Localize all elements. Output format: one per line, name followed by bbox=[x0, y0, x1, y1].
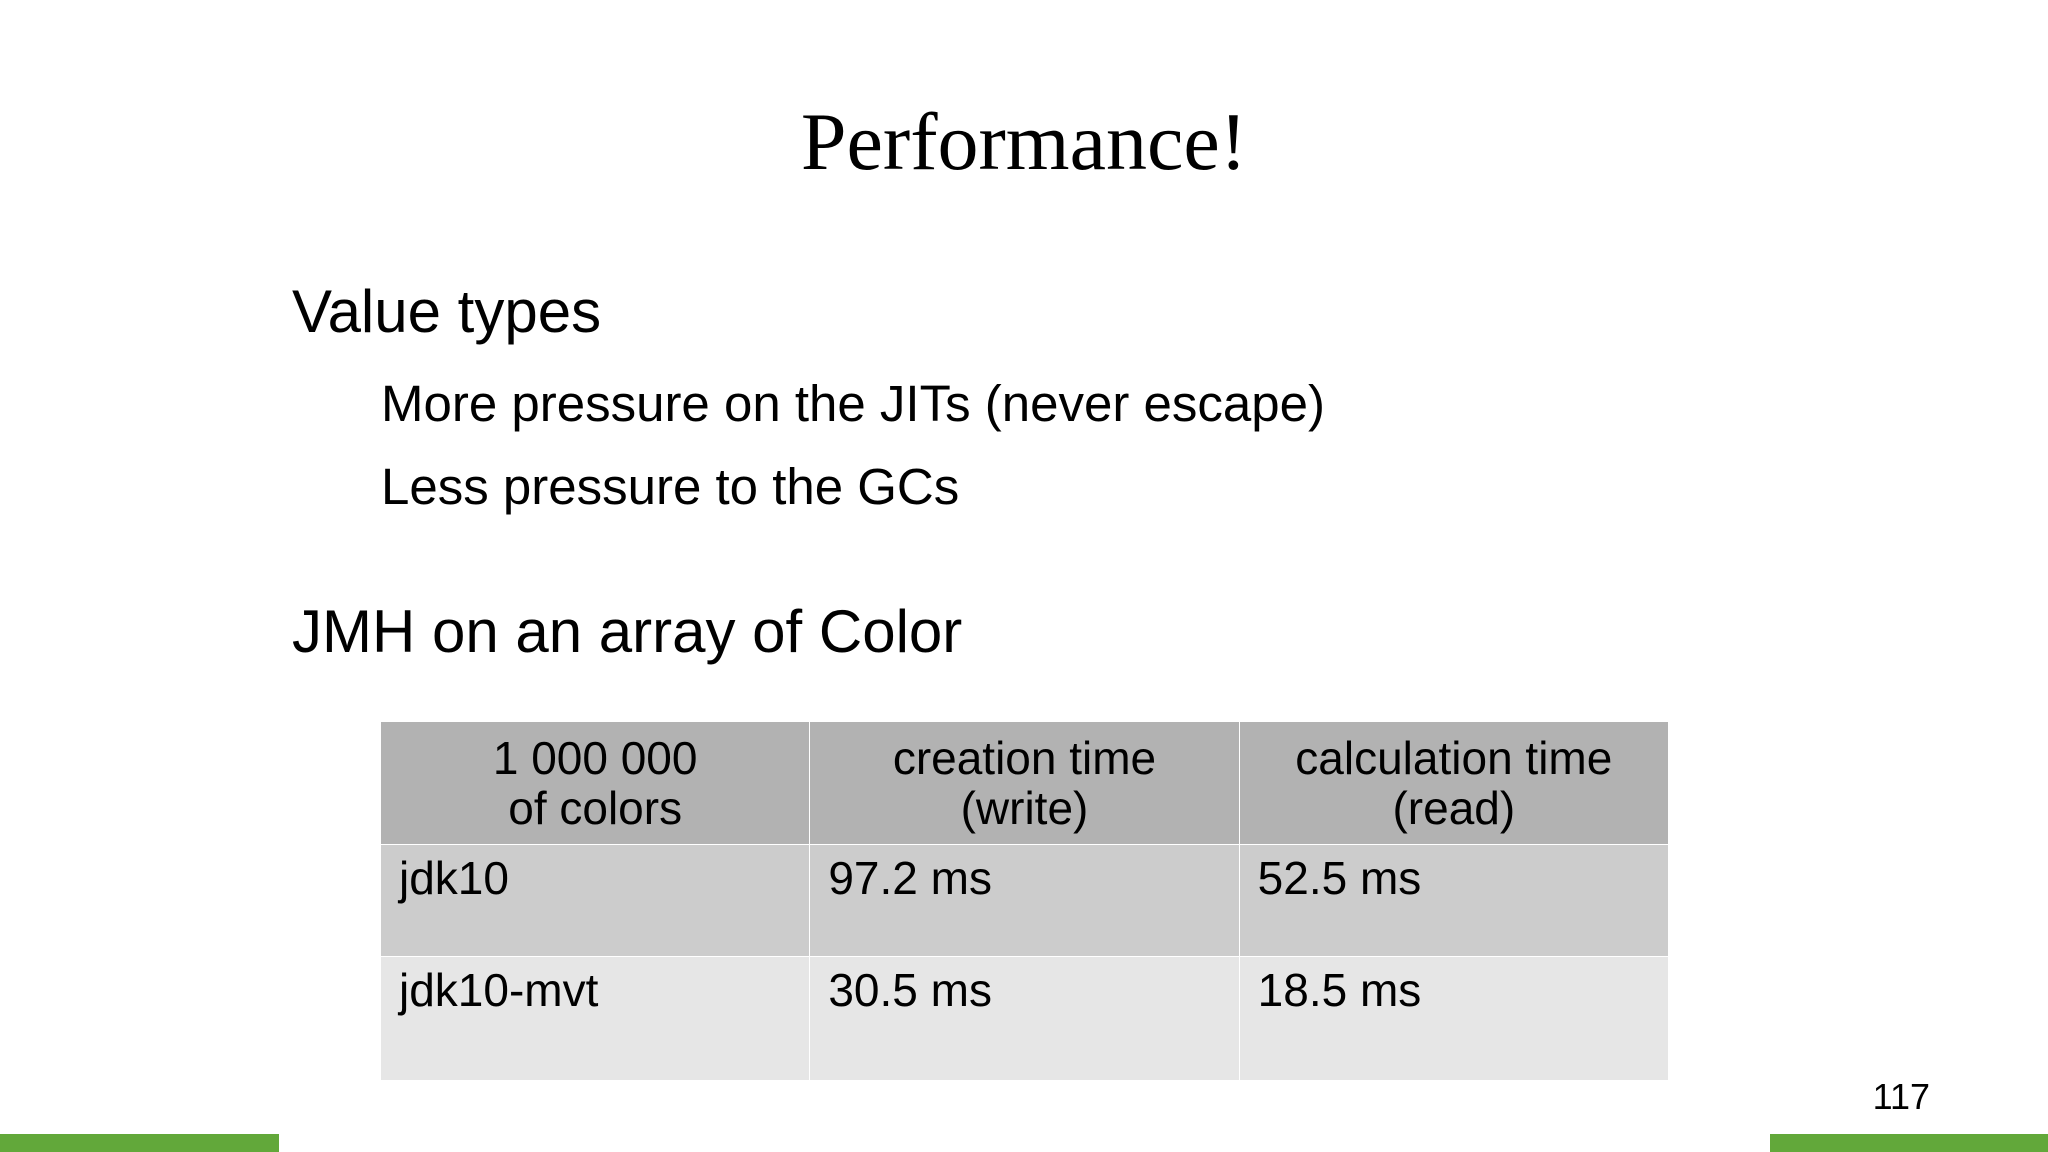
bullet-jit-pressure: More pressure on the JITs (never escape) bbox=[381, 375, 1325, 432]
table-row: jdk10 97.2 ms 52.5 ms bbox=[379, 844, 1670, 957]
table-row: jdk10-mvt 30.5 ms 18.5 ms bbox=[379, 956, 1670, 1081]
header-calculation-line1: calculation time bbox=[1295, 732, 1613, 784]
accent-bar-left bbox=[0, 1134, 279, 1152]
table-cell-calculation-time: 18.5 ms bbox=[1238, 956, 1670, 1081]
table-cell-jvm: jdk10 bbox=[379, 844, 811, 957]
section-heading-value-types: Value types bbox=[292, 278, 602, 345]
table-cell-calculation-time: 52.5 ms bbox=[1238, 844, 1670, 957]
table-header-row: 1 000 000 of colors creation time (write… bbox=[379, 721, 1670, 845]
table-cell-creation-time: 97.2 ms bbox=[809, 844, 1240, 957]
header-calculation-line2: (read) bbox=[1392, 782, 1516, 834]
slide-title: Performance! bbox=[800, 96, 1248, 187]
section-heading-jmh: JMH on an array of Color bbox=[292, 598, 963, 665]
header-count-line1: 1 000 000 bbox=[492, 732, 698, 784]
header-count-line2: of colors bbox=[508, 782, 683, 834]
bullet-gc-pressure: Less pressure to the GCs bbox=[381, 458, 960, 515]
header-cell-creation: creation time (write) bbox=[809, 721, 1240, 845]
header-creation-line2: (write) bbox=[960, 782, 1089, 834]
page-number: 117 bbox=[1872, 1076, 1930, 1117]
header-cell-calculation: calculation time (read) bbox=[1238, 721, 1670, 845]
table-cell-jvm: jdk10-mvt bbox=[379, 956, 811, 1081]
header-cell-count: 1 000 000 of colors bbox=[379, 721, 811, 845]
accent-bar-right bbox=[1770, 1134, 2048, 1152]
benchmark-table: 1 000 000 of colors creation time (write… bbox=[379, 721, 1670, 1081]
table-cell-creation-time: 30.5 ms bbox=[809, 956, 1240, 1081]
header-creation-line1: creation time bbox=[892, 732, 1157, 784]
